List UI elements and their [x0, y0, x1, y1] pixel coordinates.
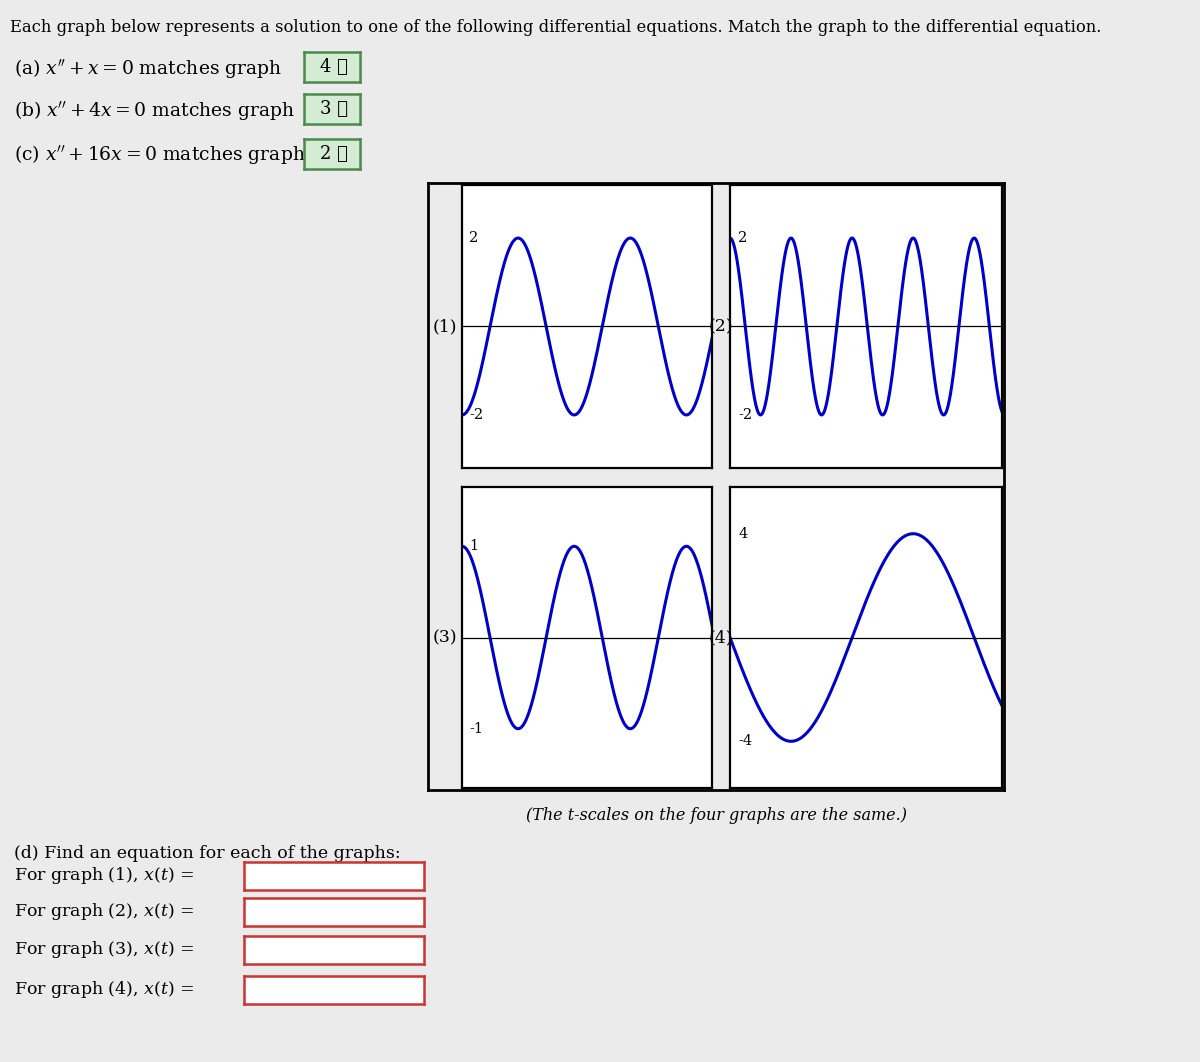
Text: -2: -2 [469, 408, 484, 422]
Text: (2): (2) [709, 318, 733, 335]
Text: -4: -4 [738, 734, 752, 749]
Text: (1): (1) [433, 318, 457, 335]
Text: 1: 1 [469, 539, 479, 553]
Text: -2: -2 [738, 408, 752, 422]
Text: For graph (4), $x(t)$ =: For graph (4), $x(t)$ = [14, 979, 194, 1000]
Text: For graph (2), $x(t)$ =: For graph (2), $x(t)$ = [14, 902, 194, 923]
Text: (4): (4) [709, 629, 733, 646]
Text: 2: 2 [738, 232, 748, 245]
Text: 3 ✓: 3 ✓ [319, 100, 348, 118]
Text: (c) $x'' + 16x = 0$ matches graph: (c) $x'' + 16x = 0$ matches graph [14, 143, 306, 167]
Text: 2: 2 [469, 232, 479, 245]
Text: For graph (3), $x(t)$ =: For graph (3), $x(t)$ = [14, 940, 194, 960]
Text: 4 ✓: 4 ✓ [319, 58, 348, 76]
Text: 4: 4 [738, 527, 748, 541]
Text: (3): (3) [433, 629, 457, 646]
Text: 2 ✓: 2 ✓ [319, 145, 348, 162]
Text: -1: -1 [469, 722, 484, 736]
Text: (a) $x'' + x = 0$ matches graph: (a) $x'' + x = 0$ matches graph [14, 56, 282, 80]
Text: (b) $x'' + 4x = 0$ matches graph: (b) $x'' + 4x = 0$ matches graph [14, 99, 295, 121]
Text: (The t-scales on the four graphs are the same.): (The t-scales on the four graphs are the… [526, 806, 906, 823]
Text: For graph (1), $x(t)$ =: For graph (1), $x(t)$ = [14, 866, 194, 887]
Text: (d) Find an equation for each of the graphs:: (d) Find an equation for each of the gra… [14, 845, 401, 862]
Text: Each graph below represents a solution to one of the following differential equa: Each graph below represents a solution t… [10, 18, 1102, 35]
